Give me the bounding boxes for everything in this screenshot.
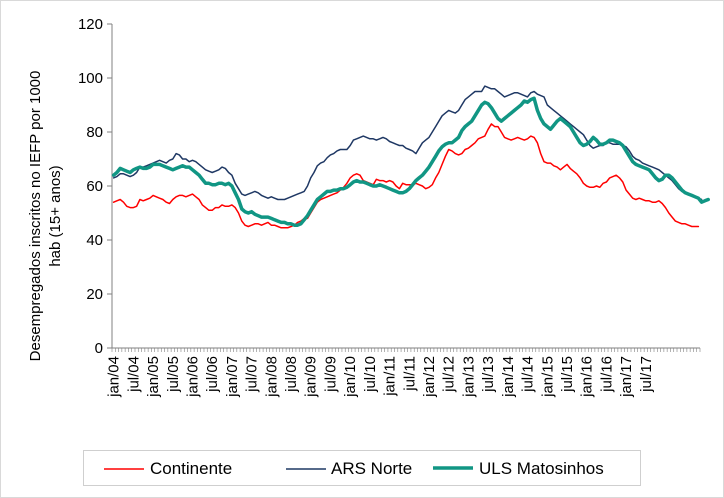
legend: Continente ARS Norte ULS Matosinhos xyxy=(83,450,641,486)
legend-label-continente: Continente xyxy=(150,459,233,478)
y-axis-title-text: Desempregados inscritos no IEFP por 1000… xyxy=(27,71,64,362)
x-tick-label: jul/13 xyxy=(480,356,497,393)
x-tick-label: jul/14 xyxy=(520,356,537,393)
y-tick-label: 40 xyxy=(86,232,103,249)
x-tick-label: jan/10 xyxy=(342,356,359,398)
x-tick-label: jan/06 xyxy=(184,356,201,398)
x-tick-label: jan/12 xyxy=(421,356,438,398)
x-tick-label: jul/06 xyxy=(204,356,221,393)
x-tick-label: jul/16 xyxy=(598,356,615,393)
x-tick-label: jul/05 xyxy=(165,356,182,393)
x-tick-label: jul/10 xyxy=(362,356,379,393)
legend-label-uls-matosinhos: ULS Matosinhos xyxy=(479,459,604,478)
x-tick-label: jan/11 xyxy=(382,356,399,397)
x-tick-label: jan/16 xyxy=(579,356,596,398)
x-tick-label: jan/13 xyxy=(460,356,477,398)
legend-swatch-uls-matosinhos xyxy=(433,466,473,470)
series-line-ars-norte xyxy=(112,85,703,201)
series-lines xyxy=(111,85,710,229)
legend-swatch-continente xyxy=(104,468,144,470)
x-tick-label: jan/09 xyxy=(303,356,320,398)
legend-swatch-ars-norte xyxy=(286,468,326,470)
series-line-uls-matosinhos xyxy=(111,96,710,227)
y-axis-title: Desempregados inscritos no IEFP por 1000… xyxy=(27,71,64,362)
x-tick-label: jul/15 xyxy=(559,356,576,393)
y-axis-title-line: hab (15+ anos) xyxy=(47,165,64,266)
x-tick-labels: jan/04 jul/04 jan/05 jul/05 jan/06 jul/06 jan/… xyxy=(106,356,655,398)
x-tick-label: jul/08 xyxy=(283,356,300,393)
x-tick-label: jul/12 xyxy=(441,356,458,393)
x-tick-label: jul/04 xyxy=(125,356,142,393)
x-tick-label: jan/15 xyxy=(539,356,556,398)
legend-label-ars-norte: ARS Norte xyxy=(331,459,413,478)
x-tick-label: jan/05 xyxy=(145,356,162,398)
y-tick-labels: 0 20 40 60 80 100 120 xyxy=(78,16,103,357)
y-tick-label: 60 xyxy=(86,178,103,195)
y-tick-label: 100 xyxy=(78,70,103,87)
y-tick-label: 80 xyxy=(86,124,103,141)
y-tick-label: 20 xyxy=(86,286,103,303)
x-tick-label: jul/11 xyxy=(401,356,418,392)
series-line-continente xyxy=(112,123,700,229)
y-tick-label: 0 xyxy=(95,340,103,357)
x-tick-label: jan/14 xyxy=(500,356,517,398)
y-axis-title-line: Desempregados inscritos no IEFP por 1000 xyxy=(27,71,44,362)
x-tick-label: jan/17 xyxy=(618,356,635,398)
axes xyxy=(107,23,701,352)
x-tick-label: jan/08 xyxy=(263,356,280,398)
x-tick-label: jan/04 xyxy=(106,356,123,398)
x-tick-label: jul/07 xyxy=(244,356,261,393)
x-tick-label: jul/09 xyxy=(322,356,339,393)
x-tick-label: jul/17 xyxy=(638,356,655,393)
x-tick-label: jan/07 xyxy=(224,356,241,398)
y-tick-label: 120 xyxy=(78,16,103,33)
